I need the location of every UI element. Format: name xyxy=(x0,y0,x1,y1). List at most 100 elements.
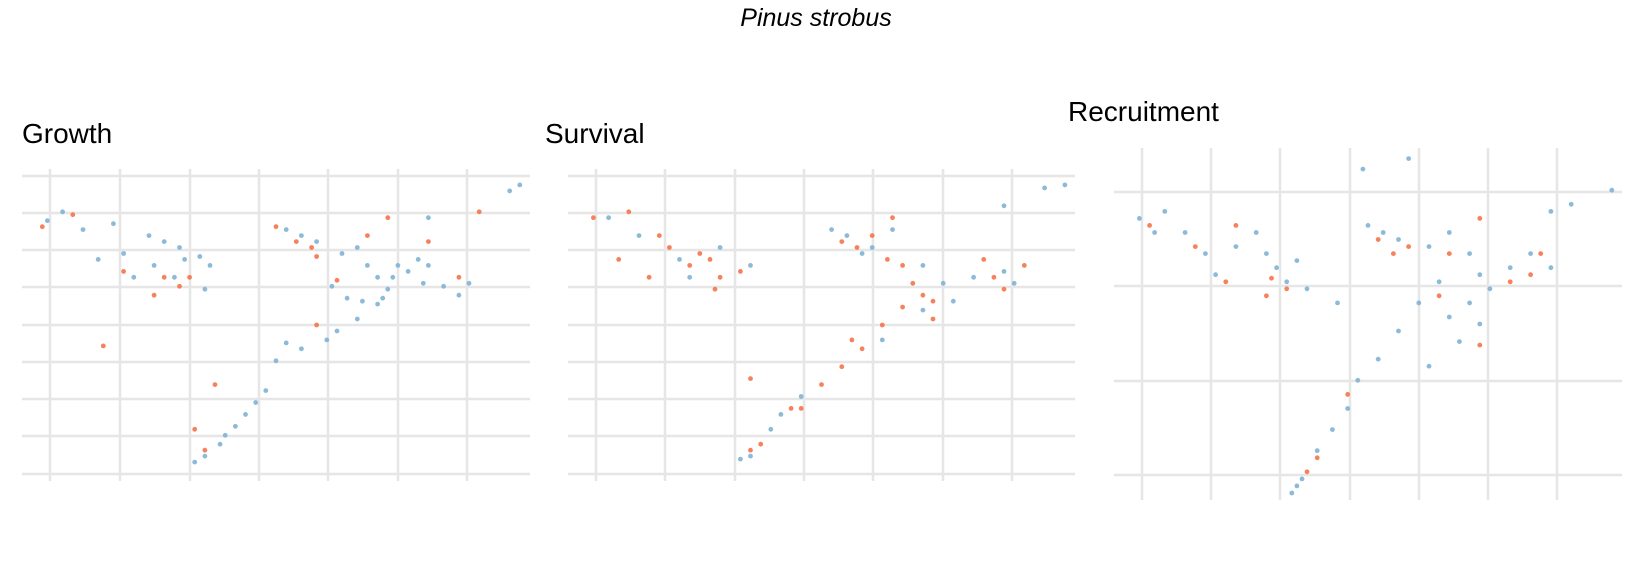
data-point-orange xyxy=(1223,279,1229,285)
data-point-blue xyxy=(151,263,157,268)
data-point-blue xyxy=(354,245,360,250)
data-point-blue xyxy=(441,283,446,289)
data-point-blue xyxy=(1162,209,1168,214)
data-point-blue xyxy=(111,221,116,227)
data-point-blue xyxy=(344,295,350,301)
data-point-blue xyxy=(1609,187,1615,193)
data-point-blue xyxy=(222,432,228,438)
data-point-blue xyxy=(202,453,208,459)
data-point-blue xyxy=(950,298,956,304)
data-point-orange xyxy=(591,215,596,221)
data-point-orange xyxy=(1477,216,1483,221)
data-point-orange xyxy=(738,269,743,274)
data-point-blue xyxy=(1001,203,1007,209)
data-point-blue xyxy=(405,269,411,274)
data-point-orange xyxy=(1538,251,1544,256)
data-point-orange xyxy=(1436,293,1442,299)
data-point-blue xyxy=(1233,244,1239,250)
data-point-orange xyxy=(1406,244,1411,250)
data-point-blue xyxy=(172,274,177,280)
data-point-orange xyxy=(1507,279,1513,285)
data-point-blue xyxy=(1274,265,1279,271)
data-point-orange xyxy=(656,233,662,239)
data-point-orange xyxy=(869,233,875,239)
data-point-blue xyxy=(283,340,289,346)
data-point-orange xyxy=(819,382,824,387)
data-point-orange xyxy=(1304,469,1310,475)
data-point-orange xyxy=(365,233,370,239)
data-point-orange xyxy=(426,239,431,245)
data-point-orange xyxy=(161,274,167,280)
data-point-blue xyxy=(329,283,335,289)
data-point-orange xyxy=(1345,392,1351,397)
data-point-orange xyxy=(151,292,157,298)
data-point-blue xyxy=(466,280,472,286)
data-point-blue xyxy=(273,358,279,364)
data-point-blue xyxy=(1426,244,1432,250)
data-point-blue xyxy=(420,280,426,286)
data-point-blue xyxy=(354,316,360,322)
data-point-blue xyxy=(375,274,380,280)
data-point-orange xyxy=(1477,342,1483,348)
data-point-blue xyxy=(920,307,926,313)
data-point-blue xyxy=(456,292,462,298)
data-point-blue xyxy=(207,263,213,268)
data-point-blue xyxy=(1284,279,1290,285)
data-point-blue xyxy=(1548,209,1554,214)
panel-recruitment xyxy=(1114,148,1622,500)
data-point-blue xyxy=(1365,223,1371,228)
data-point-orange xyxy=(991,274,997,280)
data-point-blue xyxy=(1299,476,1305,482)
data-point-blue xyxy=(1314,448,1320,454)
data-point-orange xyxy=(385,215,391,221)
data-point-blue xyxy=(1289,490,1295,496)
data-point-blue xyxy=(1062,182,1068,188)
data-point-blue xyxy=(390,274,396,280)
data-point-orange xyxy=(900,304,905,310)
data-point-blue xyxy=(197,254,203,259)
data-point-blue xyxy=(1335,300,1340,306)
data-point-blue xyxy=(1042,185,1047,191)
data-point-blue xyxy=(1330,427,1335,432)
data-point-blue xyxy=(1436,279,1442,285)
data-point-orange xyxy=(981,257,987,262)
data-point-blue xyxy=(1487,286,1493,292)
data-point-blue xyxy=(940,280,946,286)
data-point-orange xyxy=(309,245,314,250)
data-point-blue xyxy=(1477,272,1483,278)
data-point-blue xyxy=(426,263,431,268)
data-point-blue xyxy=(1380,230,1386,235)
data-point-blue xyxy=(1011,280,1017,286)
data-point-blue xyxy=(1294,483,1300,489)
data-point-orange xyxy=(930,298,936,304)
data-point-blue xyxy=(360,298,365,304)
data-point-blue xyxy=(1528,251,1533,256)
data-point-blue xyxy=(1264,251,1269,256)
panel-title-recruitment: Recruitment xyxy=(1068,96,1219,127)
data-point-blue xyxy=(798,394,804,399)
data-point-blue xyxy=(95,257,101,262)
data-point-orange xyxy=(187,274,193,280)
data-point-orange xyxy=(1284,286,1290,292)
data-point-orange xyxy=(1269,275,1274,281)
data-point-blue xyxy=(426,215,431,221)
data-point-orange xyxy=(930,316,936,322)
data-point-blue xyxy=(217,441,223,447)
data-point-orange xyxy=(1446,251,1452,256)
data-point-blue xyxy=(1416,300,1422,306)
data-point-orange xyxy=(202,447,208,453)
data-point-blue xyxy=(1001,269,1007,274)
data-point-orange xyxy=(885,257,890,262)
data-point-blue xyxy=(80,227,86,233)
data-point-blue xyxy=(243,412,248,417)
data-point-blue xyxy=(334,328,340,334)
data-point-orange xyxy=(212,382,218,387)
data-point-blue xyxy=(920,263,926,268)
data-point-orange xyxy=(1264,293,1269,299)
data-point-blue xyxy=(324,337,330,343)
data-point-blue xyxy=(1182,230,1188,235)
data-point-blue xyxy=(1137,216,1142,221)
data-point-blue xyxy=(738,456,743,462)
panel-title-growth: Growth xyxy=(22,118,113,149)
